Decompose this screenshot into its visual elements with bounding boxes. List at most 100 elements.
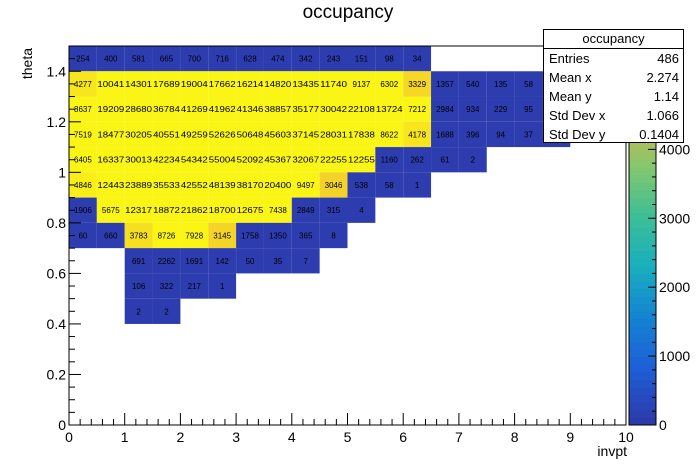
cell-label: 342 (299, 55, 313, 64)
stats-row: Mean x 2.274 (544, 68, 683, 87)
heatmap-cell (291, 96, 320, 122)
cell-label: 1906 (74, 206, 92, 215)
cell-label: 1 (220, 282, 225, 291)
heatmap-cell (291, 71, 320, 97)
palette-tick-label: 1000 (659, 348, 690, 364)
cell-label: 1357 (436, 80, 454, 89)
heatmap-cell (208, 172, 237, 198)
y-tick-label: 0.2 (47, 366, 67, 382)
heatmap-cell (180, 222, 209, 249)
cell-label: 9137 (353, 80, 371, 89)
heatmap-cell (431, 121, 459, 148)
cell-label: 540 (466, 80, 480, 89)
stats-value: 0.1404 (639, 127, 679, 142)
heatmap-cell (403, 46, 432, 72)
heatmap-cell (514, 96, 543, 122)
cell-label: 28031 (320, 130, 348, 139)
heatmap-cell (152, 222, 181, 249)
cell-label: 22255 (320, 156, 348, 165)
heatmap-cell (124, 71, 153, 97)
cell-label: 50 (246, 257, 255, 266)
cell-label: 45367 (264, 156, 292, 165)
cell-label: 42552 (181, 181, 208, 190)
y-tick-label: 0.8 (47, 215, 67, 231)
palette-band (629, 182, 656, 191)
heatmap-cell (347, 121, 376, 148)
palette-tick-label: 2000 (659, 279, 690, 295)
heatmap-cell (263, 71, 292, 97)
palette-band (629, 349, 656, 358)
cell-label: 52092 (237, 156, 264, 165)
palette-band (629, 409, 656, 418)
cell-label: 691 (132, 257, 146, 266)
y-tick-label: 0.4 (47, 316, 67, 332)
cell-label: 12255 (348, 156, 376, 165)
cell-label: 3046 (325, 181, 343, 190)
heatmap-cell (486, 121, 515, 148)
heatmap-cell (291, 147, 320, 173)
cell-label: 11740 (320, 80, 348, 89)
y-tick-label: 1.4 (47, 63, 67, 79)
palette-band (629, 265, 656, 274)
cell-label: 2984 (436, 105, 454, 114)
cell-label: 6302 (380, 80, 398, 89)
cell-label: 94 (496, 130, 505, 139)
heatmap-cell (180, 121, 209, 148)
heatmap-cell (347, 96, 376, 122)
cell-label: 2849 (297, 206, 315, 215)
heatmap-cell (180, 172, 209, 198)
cell-label: 30013 (125, 156, 153, 165)
cell-label: 135 (494, 80, 508, 89)
heatmap-cell (208, 71, 237, 97)
palette-band (629, 250, 656, 259)
heatmap-cell (319, 71, 348, 97)
heatmap-cell (236, 222, 264, 249)
cell-label: 23889 (125, 181, 153, 190)
heatmap-cell (152, 71, 181, 97)
cell-label: 35 (273, 257, 282, 266)
palette-band (629, 144, 656, 153)
heatmap-cell (347, 197, 376, 223)
heatmap-cell (458, 71, 487, 97)
stats-value: 1.066 (646, 108, 679, 123)
stats-row: Entries 486 (544, 49, 683, 68)
cell-label: 16337 (97, 156, 125, 165)
stats-value: 2.274 (646, 70, 679, 85)
heatmap-cell (96, 172, 125, 198)
stats-value: 1.14 (653, 89, 679, 104)
heatmap-cell (431, 71, 459, 97)
cell-label: 7 (304, 257, 309, 266)
cell-label: 628 (243, 55, 257, 64)
cell-label: 60 (78, 232, 87, 241)
palette-band (629, 402, 656, 411)
cell-label: 35177 (292, 105, 319, 114)
cell-label: 4277 (74, 80, 92, 89)
cell-label: 538 (355, 181, 369, 190)
heatmap-cell (458, 147, 487, 173)
palette-band (629, 235, 656, 244)
heatmap-cell (152, 147, 181, 173)
palette-band (629, 311, 656, 320)
palette-band (629, 190, 656, 198)
cell-label: 32067 (292, 156, 319, 165)
heatmap-cell (236, 172, 264, 198)
heatmap-cell (96, 147, 125, 173)
heatmap-cell (236, 96, 264, 122)
heatmap-cell (514, 71, 543, 97)
cell-label: 54342 (181, 156, 208, 165)
cell-label: 8726 (158, 232, 176, 241)
stats-label: Std Dev y (549, 127, 606, 142)
stats-row: Std Dev y 0.1404 (544, 125, 683, 144)
heatmap-cell (263, 172, 292, 198)
heatmap-cell (208, 46, 237, 72)
cell-label: 55004 (209, 156, 236, 165)
heatmap-cell (375, 121, 404, 148)
cell-label: 17662 (209, 80, 236, 89)
x-tick-label: 5 (344, 429, 352, 445)
cell-label: 396 (466, 130, 480, 139)
heatmap-cell (124, 248, 153, 274)
palette-band (629, 326, 656, 335)
stats-box: occupancy Entries 486 Mean x 2.274 Mean … (543, 29, 684, 143)
heatmap-cell (124, 121, 153, 148)
heatmap-cell (96, 46, 125, 72)
